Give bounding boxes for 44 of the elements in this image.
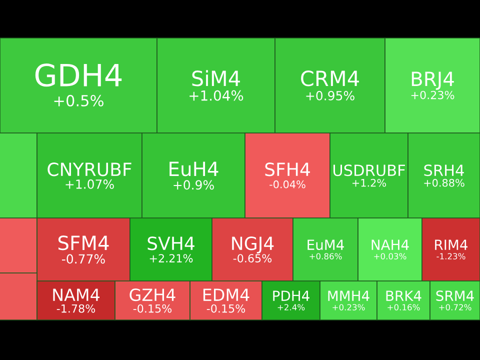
data-label: +0.23% [411, 90, 454, 100]
category-label: USDRUBF [333, 164, 405, 176]
category-label: RIM4 [435, 240, 468, 250]
data-label: +1.2% [352, 178, 386, 187]
category-label: EuM4 [308, 240, 344, 250]
category-label: SFM4 [58, 236, 109, 250]
category-label: BRK4 [386, 290, 422, 301]
category-label: SVH4 [148, 236, 194, 250]
category-label: SFH4 [265, 162, 310, 176]
data-label: +0.16% [388, 304, 420, 310]
category-label: GDH4 [35, 64, 122, 87]
data-label: +1.04% [190, 90, 244, 101]
data-label: +0.5% [54, 94, 104, 106]
category-label: BRJ4 [412, 72, 454, 90]
data-label: +0.23% [332, 304, 365, 310]
data-label: +0.03% [374, 253, 406, 260]
category-label: CRM4 [301, 70, 359, 86]
category-label: NGJ4 [232, 236, 274, 254]
category-label: GZH4 [130, 288, 176, 302]
category-label: SRH4 [424, 164, 464, 176]
data-label: +2.21% [150, 254, 193, 262]
category-label: EuH4 [170, 162, 218, 176]
category-label: MMH4 [328, 290, 370, 301]
category-label: PDH4 [273, 290, 310, 301]
category-label: CNYRUBF [48, 162, 132, 176]
data-label: +2.4% [278, 304, 305, 310]
category-label: EDM4 [203, 288, 250, 301]
data-label: -1.23% [436, 253, 466, 260]
data-label: +0.72% [439, 304, 472, 310]
category-label: NAM4 [53, 288, 100, 301]
data-label: -0.15% [206, 304, 246, 313]
data-label: +1.07% [66, 179, 114, 189]
category-label: SRM4 [436, 290, 474, 302]
category-label: NAH4 [372, 240, 409, 250]
data-label: +0.86% [310, 253, 342, 260]
data-label: +0.95% [306, 90, 354, 100]
data-label: -0.15% [133, 304, 172, 313]
data-label: -0.77% [62, 254, 105, 264]
data-label: -1.78% [56, 304, 96, 313]
data-label: -0.65% [233, 254, 272, 262]
data-label: +0.88% [424, 178, 464, 187]
data-label: -0.04% [270, 180, 306, 188]
data-label: +0.9% [174, 180, 214, 190]
category-label: SiM4 [192, 70, 240, 86]
